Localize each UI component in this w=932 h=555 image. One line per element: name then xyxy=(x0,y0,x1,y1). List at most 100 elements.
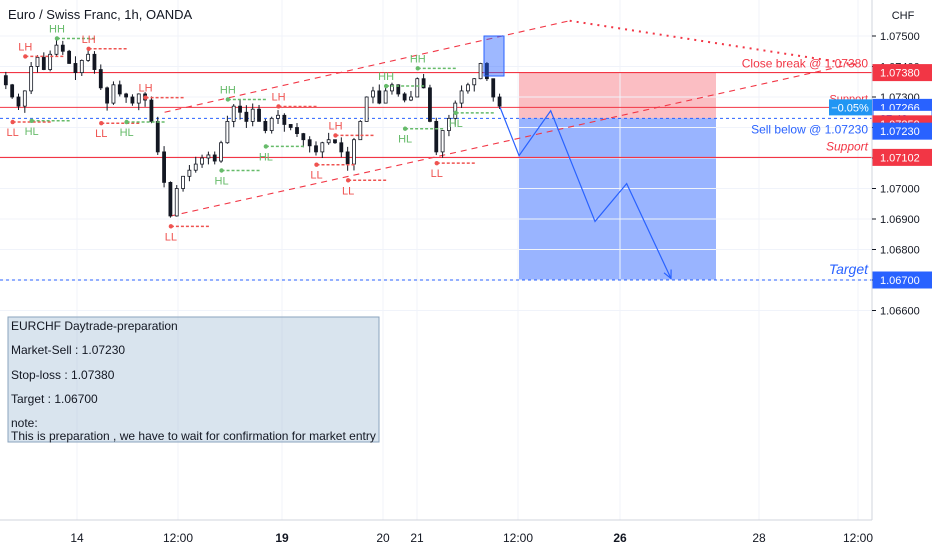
candle-body xyxy=(219,142,223,162)
candle-body xyxy=(263,121,268,131)
resistance-trendline[interactable] xyxy=(569,19,862,67)
candle-body xyxy=(276,114,280,119)
note-box[interactable] xyxy=(7,316,380,443)
note-line: This is preparation , we have to wait fo… xyxy=(11,429,376,443)
candle-body xyxy=(22,90,27,107)
candle-body xyxy=(301,133,306,141)
candle-body xyxy=(181,175,185,189)
price-tag[interactable] xyxy=(872,64,932,82)
candle-body xyxy=(35,56,40,67)
swing-label: HH xyxy=(49,23,65,35)
candle-body xyxy=(174,188,179,217)
note-line: EURCHF Daytrade-preparation xyxy=(11,319,178,333)
candle-body xyxy=(200,157,204,165)
swing-label: LH xyxy=(139,83,153,95)
candle-body xyxy=(377,90,382,104)
x-tick-label: 19 xyxy=(275,531,289,545)
pivot-dot xyxy=(314,162,319,167)
candle-body xyxy=(193,163,198,171)
swing-label: HL xyxy=(120,127,134,139)
price-tag-label: 1.06700 xyxy=(880,275,920,287)
swing-label: LL xyxy=(310,170,322,182)
level-label: Close break @ 1.07380 xyxy=(742,57,869,71)
pivot-dot xyxy=(402,126,408,131)
candle-body xyxy=(98,69,103,89)
candle-body xyxy=(67,50,72,64)
note-line: Stop-loss : 1.07380 xyxy=(11,368,115,382)
swing-label: LL xyxy=(7,127,19,139)
y-tick-label: 1.06800 xyxy=(880,245,920,257)
candle-body xyxy=(162,151,166,183)
pivot-dot xyxy=(415,66,420,71)
candle-body xyxy=(364,96,369,122)
highlight-box[interactable] xyxy=(483,35,505,77)
projection-arrowhead xyxy=(663,269,672,280)
candle-body xyxy=(485,63,489,80)
price-tag-label: 1.07102 xyxy=(880,152,920,164)
stop-loss-zone[interactable] xyxy=(519,72,716,119)
x-tick-label: 20 xyxy=(376,531,390,545)
candle-body xyxy=(402,93,407,101)
change-badge-label: −0.05% xyxy=(831,102,869,114)
pivot-dot xyxy=(276,104,281,109)
swing-label: LL xyxy=(431,168,443,180)
candle-body xyxy=(73,63,78,74)
price-tag[interactable] xyxy=(872,148,932,166)
candle-body xyxy=(60,44,65,52)
candle-body xyxy=(282,114,287,125)
x-tick-label: 14 xyxy=(70,531,84,545)
candle-body xyxy=(48,53,53,70)
price-tag-label: 1.07380 xyxy=(880,68,920,80)
candle-body xyxy=(339,142,344,153)
pivot-dot xyxy=(23,54,28,59)
y-tick-label: 1.06600 xyxy=(880,306,920,318)
candle-body xyxy=(212,154,217,162)
change-badge[interactable] xyxy=(829,99,872,116)
candle-body xyxy=(105,87,110,104)
candle-body xyxy=(491,78,496,98)
pivot-dot xyxy=(168,224,174,229)
candle-body xyxy=(333,139,337,144)
pivot-dot xyxy=(225,97,231,102)
channel-line-lower[interactable] xyxy=(170,62,855,217)
level-label: Support xyxy=(826,139,869,153)
candle-body xyxy=(117,84,122,95)
candle-body xyxy=(92,53,97,70)
swing-label: LH xyxy=(18,41,32,53)
swing-label: HL xyxy=(398,134,412,146)
candle-body xyxy=(466,84,470,92)
swing-label: HH xyxy=(220,84,236,96)
pivot-dot xyxy=(10,119,15,125)
swing-label: LH xyxy=(271,91,285,103)
candle-body xyxy=(111,84,116,104)
x-tick-label: 12:00 xyxy=(163,531,193,545)
candle-body xyxy=(307,139,312,147)
candle-body xyxy=(428,87,432,122)
chart-title: Euro / Swiss Franc, 1h, OANDA xyxy=(8,7,193,22)
pivot-dot xyxy=(29,118,34,123)
candle-body xyxy=(314,145,318,153)
profit-target-zone[interactable] xyxy=(519,118,716,280)
candle-body xyxy=(409,96,413,101)
candle-body xyxy=(149,99,154,122)
candle-body xyxy=(295,127,299,134)
pivot-dot xyxy=(54,36,60,41)
swing-label: HL xyxy=(25,126,39,138)
x-tick-label: 12:00 xyxy=(503,531,533,545)
price-tag[interactable] xyxy=(872,271,932,289)
swing-label: HH xyxy=(378,71,394,83)
candle-body xyxy=(320,142,325,153)
pivot-dot xyxy=(219,168,224,173)
x-tick-label: 26 xyxy=(613,531,627,545)
y-tick-label: 1.07000 xyxy=(880,184,920,196)
candle-body xyxy=(86,53,91,61)
price-tag[interactable] xyxy=(872,122,932,140)
note-line: Market-Sell : 1.07230 xyxy=(11,343,125,357)
candle-body xyxy=(371,90,375,98)
pivot-dot xyxy=(453,110,458,116)
candle-body xyxy=(352,139,356,165)
y-tick-label: 1.07500 xyxy=(880,31,920,43)
projection-path[interactable] xyxy=(499,107,672,279)
